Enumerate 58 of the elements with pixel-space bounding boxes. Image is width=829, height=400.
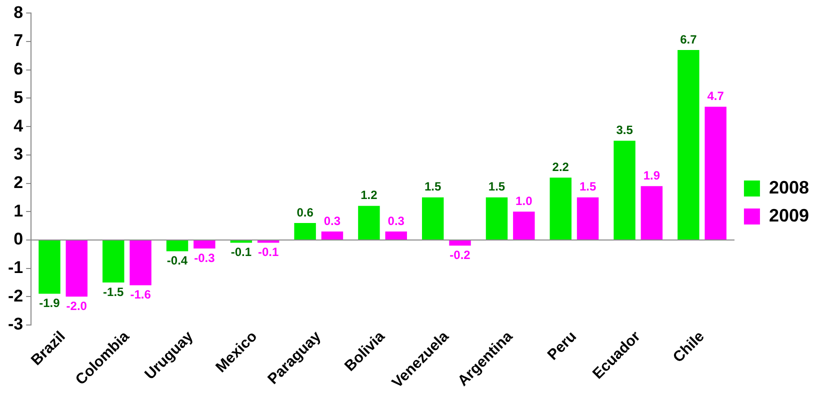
y-tick-label: -3 xyxy=(8,314,24,334)
legend-label: 2008 xyxy=(768,177,810,198)
y-tick-label: -2 xyxy=(8,286,24,306)
bar xyxy=(449,240,471,246)
bar xyxy=(576,197,599,240)
bar xyxy=(321,231,344,240)
data-label: 6.7 xyxy=(680,32,698,46)
data-label: 1.5 xyxy=(579,180,596,194)
data-label: 4.7 xyxy=(707,89,724,104)
bar xyxy=(678,50,700,240)
bar xyxy=(130,240,152,286)
y-tick-label: 8 xyxy=(14,2,24,22)
bar xyxy=(614,140,636,240)
bar xyxy=(102,240,124,282)
data-label: -1.9 xyxy=(39,296,60,310)
bar xyxy=(230,240,252,243)
data-label: 1.2 xyxy=(360,188,378,202)
bar xyxy=(422,197,444,240)
data-label: 0.6 xyxy=(296,205,314,220)
data-label: 3.5 xyxy=(616,123,634,138)
bar xyxy=(194,240,216,248)
data-label: -0.4 xyxy=(166,254,188,268)
bar xyxy=(66,240,88,297)
bar xyxy=(486,197,508,240)
data-label: -0.3 xyxy=(194,250,216,265)
y-tick-label: 6 xyxy=(14,60,24,79)
bar xyxy=(38,240,60,294)
data-label: -2.0 xyxy=(66,298,88,313)
y-tick-label: 7 xyxy=(14,31,24,50)
y-tick-label: 4 xyxy=(14,116,24,136)
y-tick-label: 0 xyxy=(14,230,24,249)
y-tick-label: -1 xyxy=(8,258,24,277)
bar xyxy=(358,206,380,240)
data-label: 0.3 xyxy=(324,214,341,228)
data-label: 2.2 xyxy=(552,160,570,174)
data-label: 1.5 xyxy=(424,180,442,194)
bar xyxy=(513,212,535,240)
bar xyxy=(166,240,188,252)
data-label: 1.0 xyxy=(516,194,533,208)
bar xyxy=(385,231,407,240)
data-label: -0.2 xyxy=(450,248,471,262)
data-label: 1.9 xyxy=(643,168,660,182)
bar xyxy=(640,186,663,240)
y-tick-label: 2 xyxy=(14,172,24,192)
bar xyxy=(257,240,280,243)
bar xyxy=(550,178,572,240)
data-label: -0.1 xyxy=(230,245,252,260)
data-label: -1.5 xyxy=(103,284,124,299)
data-label: 1.5 xyxy=(488,180,506,194)
y-tick-label: 3 xyxy=(14,144,24,164)
bar xyxy=(704,106,726,240)
data-label: 0.3 xyxy=(388,214,405,228)
data-label: -1.6 xyxy=(130,288,152,302)
y-tick-label: 5 xyxy=(14,88,24,107)
legend-label: 2009 xyxy=(768,205,810,226)
bar xyxy=(294,222,316,240)
y-tick-label: 1 xyxy=(14,201,24,220)
data-label: -0.1 xyxy=(258,245,279,260)
